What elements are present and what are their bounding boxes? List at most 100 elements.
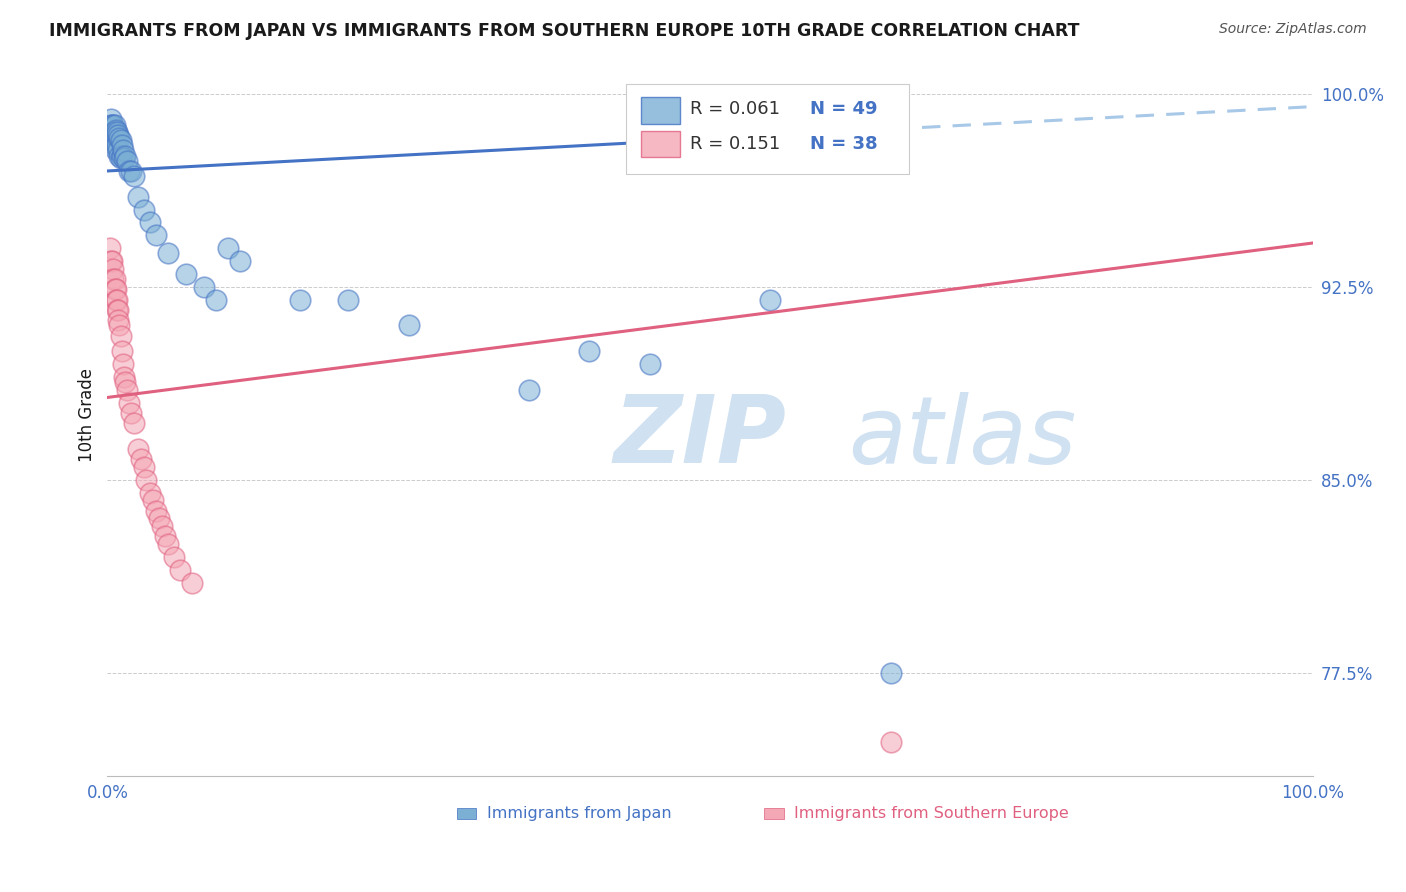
Point — [122, 416, 145, 430]
Point — [104, 272, 127, 286]
Point — [104, 122, 127, 136]
Point — [337, 293, 360, 307]
Point — [517, 383, 540, 397]
Point — [138, 215, 160, 229]
Point — [127, 190, 149, 204]
Point — [169, 563, 191, 577]
Point — [104, 293, 127, 307]
Point — [103, 261, 125, 276]
Point — [118, 164, 141, 178]
Point — [150, 519, 173, 533]
Point — [108, 318, 131, 333]
Point — [121, 164, 143, 178]
Point — [638, 357, 661, 371]
Point — [107, 144, 129, 158]
Point — [105, 125, 128, 139]
Point — [101, 254, 124, 268]
Point — [129, 452, 152, 467]
FancyBboxPatch shape — [641, 97, 681, 124]
Point — [112, 369, 135, 384]
Point — [104, 144, 127, 158]
Point — [180, 575, 202, 590]
Point — [193, 280, 215, 294]
Point — [111, 344, 134, 359]
Point — [104, 138, 127, 153]
Text: atlas: atlas — [849, 392, 1077, 483]
Point — [121, 406, 143, 420]
Point — [104, 282, 127, 296]
Point — [104, 128, 127, 142]
Point — [229, 254, 252, 268]
Point — [122, 169, 145, 183]
Text: N = 49: N = 49 — [810, 100, 877, 118]
Point — [103, 272, 125, 286]
Point — [110, 151, 132, 165]
Point — [107, 128, 129, 142]
Point — [217, 241, 239, 255]
Point — [145, 228, 167, 243]
Point — [104, 118, 127, 132]
Point — [100, 112, 122, 127]
Point — [111, 148, 134, 162]
Text: ZIP: ZIP — [613, 391, 786, 483]
Point — [880, 735, 903, 749]
Point — [112, 144, 135, 158]
Point — [115, 383, 138, 397]
Point — [110, 328, 132, 343]
Point — [138, 485, 160, 500]
Point — [163, 549, 186, 564]
Bar — [457, 807, 477, 819]
Point — [110, 133, 132, 147]
Text: IMMIGRANTS FROM JAPAN VS IMMIGRANTS FROM SOUTHERN EUROPE 10TH GRADE CORRELATION : IMMIGRANTS FROM JAPAN VS IMMIGRANTS FROM… — [49, 22, 1080, 40]
Point — [578, 344, 600, 359]
Point — [118, 395, 141, 409]
Point — [132, 202, 155, 217]
Text: Immigrants from Japan: Immigrants from Japan — [486, 805, 672, 821]
Point — [156, 246, 179, 260]
Point — [103, 125, 125, 139]
FancyBboxPatch shape — [626, 84, 908, 174]
Bar — [765, 807, 783, 819]
Point — [205, 293, 228, 307]
Point — [132, 459, 155, 474]
Point — [101, 118, 124, 132]
Point — [105, 138, 128, 153]
Point — [107, 313, 129, 327]
Point — [105, 302, 128, 317]
Point — [142, 493, 165, 508]
Point — [148, 511, 170, 525]
Text: Source: ZipAtlas.com: Source: ZipAtlas.com — [1219, 22, 1367, 37]
FancyBboxPatch shape — [641, 131, 681, 158]
Point — [100, 118, 122, 132]
Point — [104, 125, 127, 139]
Y-axis label: 10th Grade: 10th Grade — [79, 368, 96, 462]
Point — [98, 125, 121, 139]
Point — [880, 665, 903, 680]
Text: R = 0.061: R = 0.061 — [689, 100, 779, 118]
Point — [135, 473, 157, 487]
Point — [115, 153, 138, 168]
Point — [174, 267, 197, 281]
Point — [290, 293, 312, 307]
Point — [127, 442, 149, 456]
Point — [98, 241, 121, 255]
Point — [107, 302, 129, 317]
Point — [156, 537, 179, 551]
Point — [103, 118, 125, 132]
Point — [100, 254, 122, 268]
Point — [112, 151, 135, 165]
Point — [112, 357, 135, 371]
Text: Immigrants from Southern Europe: Immigrants from Southern Europe — [794, 805, 1069, 821]
Point — [155, 529, 177, 543]
Point — [108, 148, 131, 162]
Text: R = 0.151: R = 0.151 — [689, 135, 780, 153]
Point — [145, 504, 167, 518]
Point — [104, 282, 127, 296]
Point — [101, 128, 124, 142]
Text: N = 38: N = 38 — [810, 135, 877, 153]
Point — [105, 293, 128, 307]
Point — [103, 133, 125, 147]
Point — [108, 130, 131, 145]
Point — [114, 148, 136, 162]
Point — [114, 375, 136, 389]
